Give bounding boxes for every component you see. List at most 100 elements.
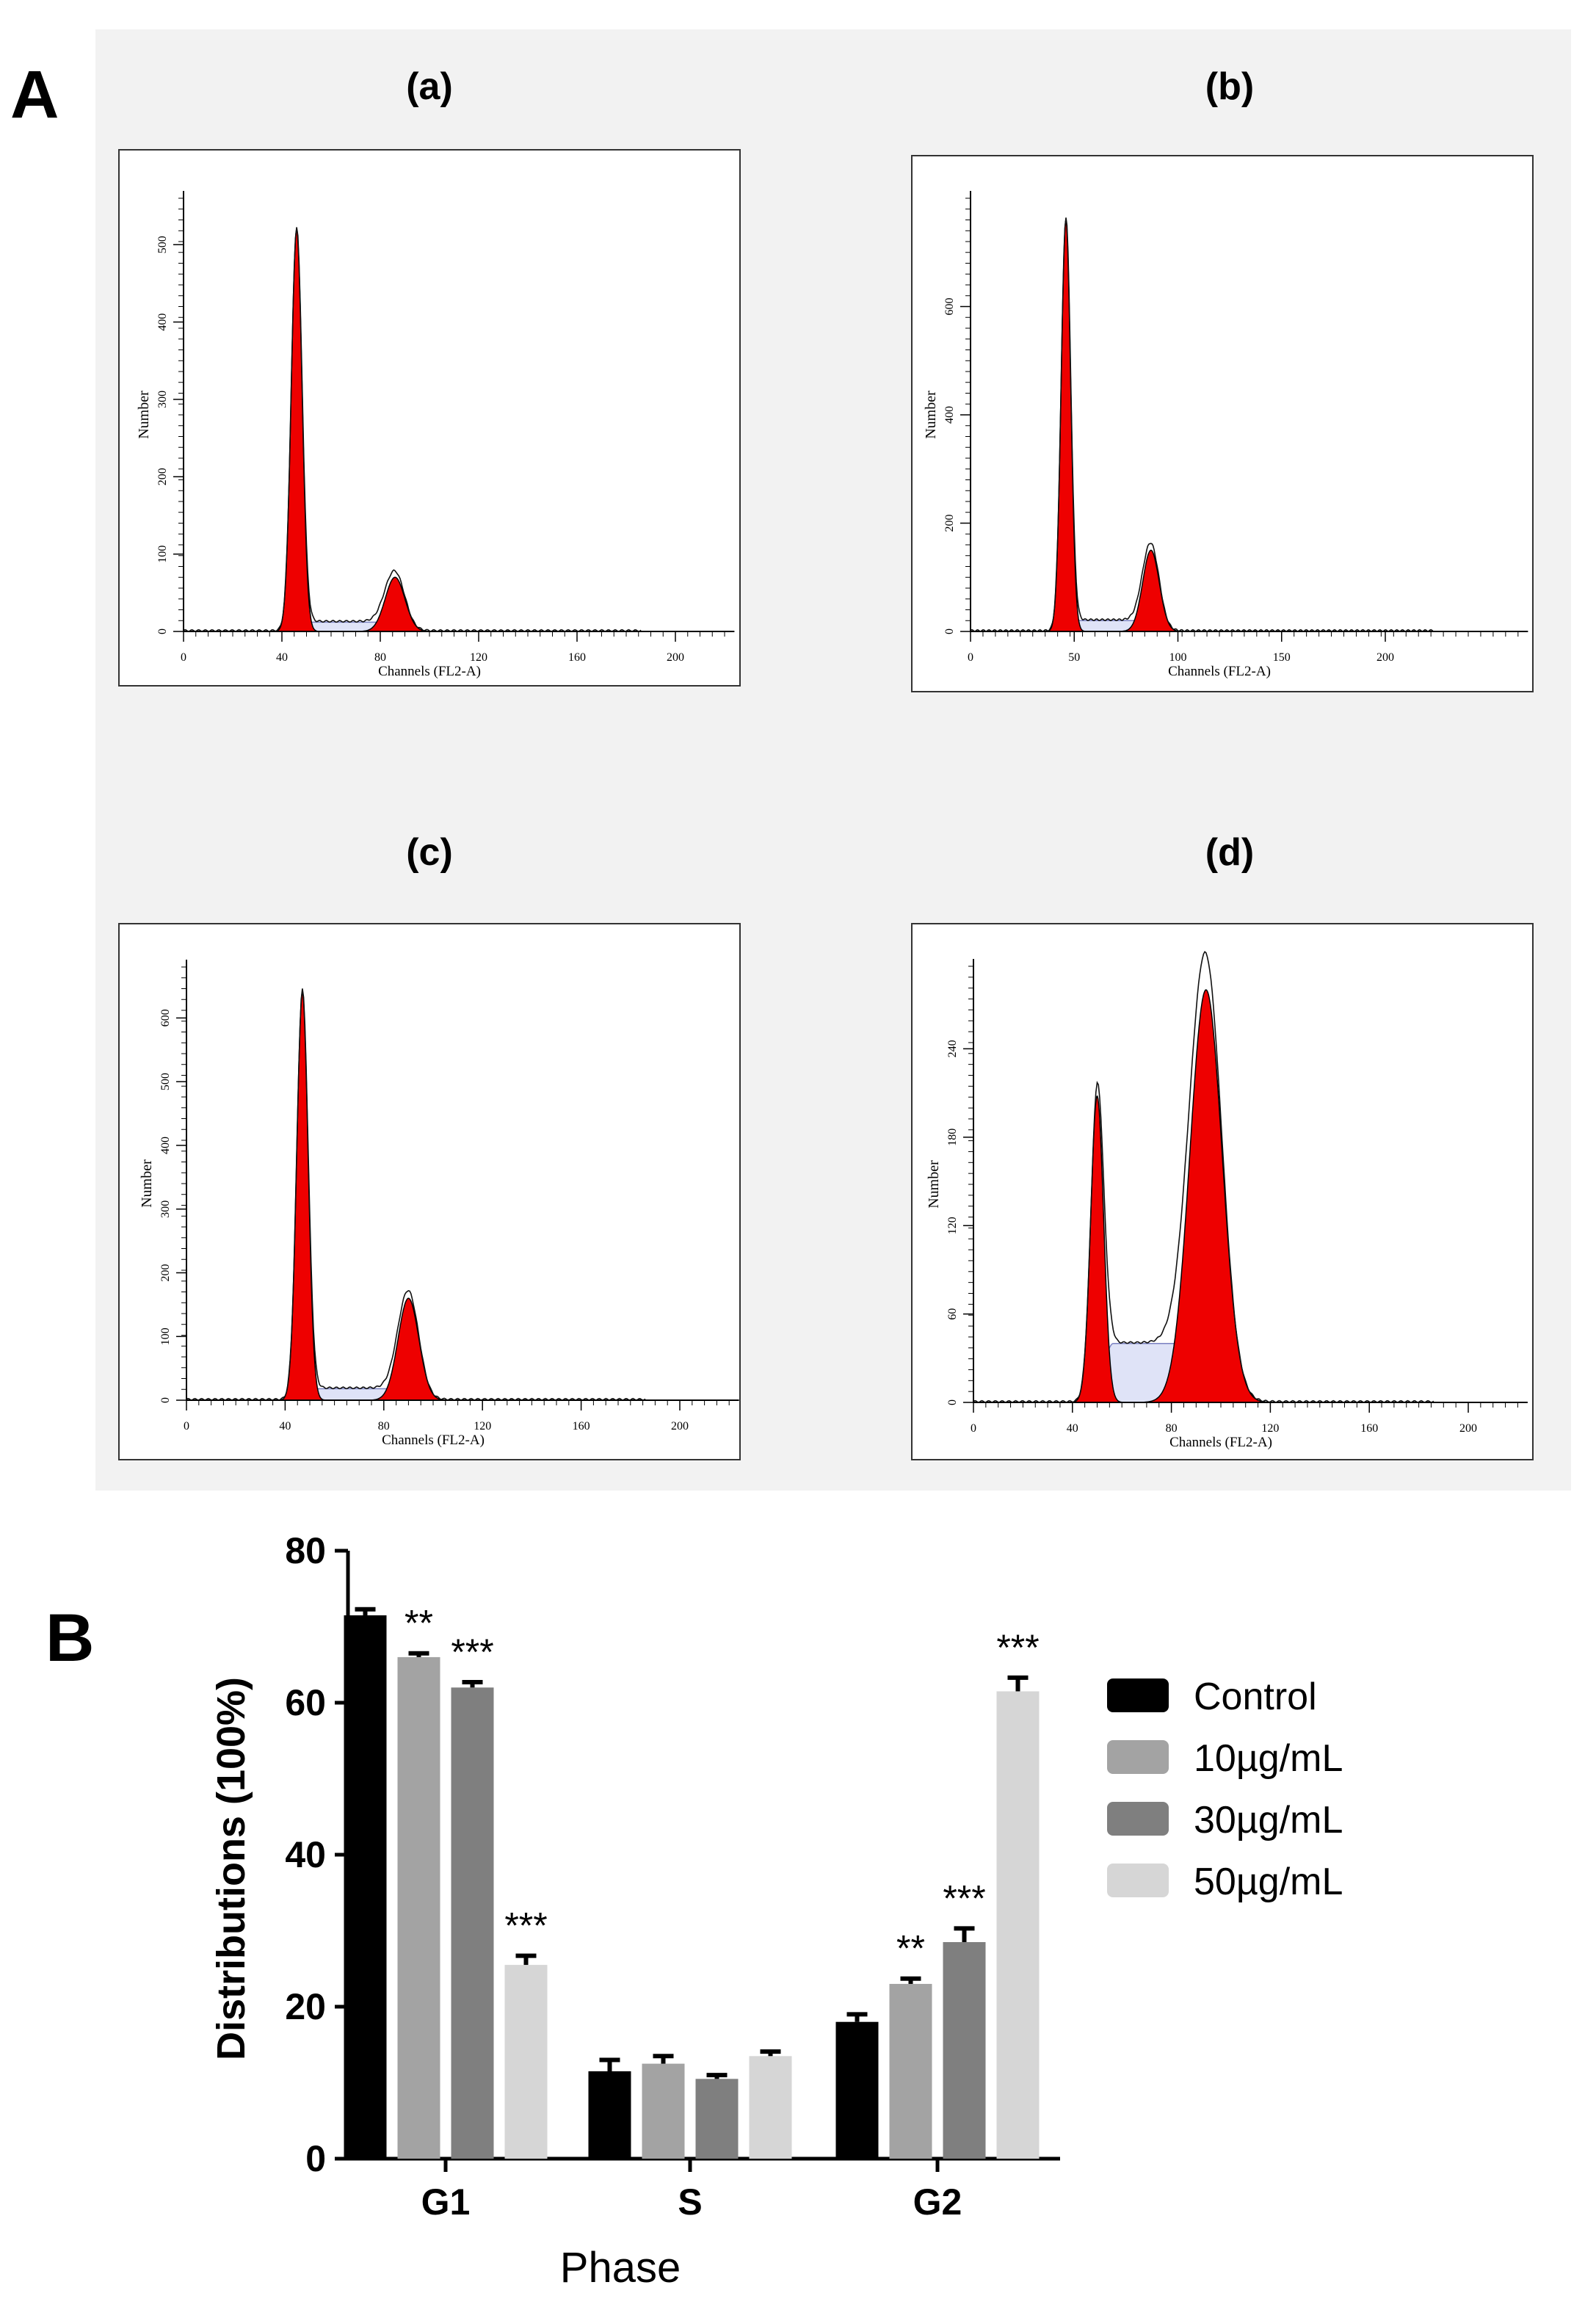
histogram-plot-c: (c) 0 40 80 120 160 200 0 100 200 300 400 500 600 Cha… xyxy=(119,831,740,1460)
y-tick-label: 60 xyxy=(285,1682,326,1723)
significance-label: *** xyxy=(451,1631,493,1673)
x-tick-label: 50 xyxy=(1068,651,1080,664)
y-axis-label: Number xyxy=(926,1160,942,1209)
bar-s-series-1 xyxy=(642,2064,685,2159)
y-tick-label: 40 xyxy=(285,1834,326,1875)
histogram-plot-d: (d) 0 40 80 120 160 200 0 60 120 180 240 Channels (… xyxy=(912,831,1533,1460)
x-tick-label: 80 xyxy=(1166,1422,1178,1435)
bar-s-series-0 xyxy=(589,2071,631,2159)
bar-s-series-3 xyxy=(750,2056,792,2159)
x-tick-label: 0 xyxy=(971,1422,976,1435)
bar-g2-series-3 xyxy=(997,1691,1040,2159)
y-tick-label: 0 xyxy=(156,629,169,634)
x-tick-label: 100 xyxy=(1169,651,1187,664)
x-tick-label: 40 xyxy=(276,651,288,664)
legend-label: Control xyxy=(1194,1676,1317,1718)
x-tick-label: S xyxy=(678,2181,702,2223)
y-axis-label: Distributions (100%) xyxy=(209,1677,253,2060)
y-tick-label: 120 xyxy=(946,1217,959,1234)
significance-label: *** xyxy=(943,1877,985,1919)
plot-frame xyxy=(119,150,740,686)
legend-label: 10µg/mL xyxy=(1194,1737,1343,1780)
bar-g2-series-0 xyxy=(836,2022,879,2159)
x-tick-label: 150 xyxy=(1273,651,1291,664)
legend-label: 50µg/mL xyxy=(1194,1861,1343,1903)
significance-label: *** xyxy=(504,1905,547,1946)
y-tick-label: 100 xyxy=(156,546,169,563)
legend: Control 10µg/mL 30µg/mL 50µg/mL xyxy=(1107,1676,1343,1903)
x-axis-label: Channels (FL2-A) xyxy=(1169,1435,1272,1450)
y-tick-label: 300 xyxy=(159,1200,172,1218)
y-tick-label: 20 xyxy=(285,1986,326,2027)
y-axis-label: Number xyxy=(923,391,939,439)
y-tick-label: 180 xyxy=(946,1129,959,1146)
x-tick-label: 160 xyxy=(568,651,586,664)
plot-title: (d) xyxy=(1205,831,1254,874)
legend-swatch xyxy=(1107,1740,1169,1774)
x-tick-label: 80 xyxy=(378,1420,390,1433)
x-tick-label: 80 xyxy=(374,651,386,664)
x-tick-label: 160 xyxy=(1360,1422,1378,1435)
x-tick-label: 200 xyxy=(1376,651,1394,664)
bar-g1-series-2 xyxy=(451,1687,494,2159)
histogram-plot-a: (a) 0 40 80 120 160 200 0 100 200 300 400 500 Channe… xyxy=(119,65,740,686)
y-tick-label: 600 xyxy=(943,298,956,316)
x-tick-label: G1 xyxy=(421,2181,471,2223)
x-tick-label: 0 xyxy=(181,651,186,664)
legend-swatch xyxy=(1107,1864,1169,1897)
plot-title: (c) xyxy=(406,831,453,874)
plot-title: (b) xyxy=(1205,65,1254,108)
x-axis-label: Phase xyxy=(560,2244,681,2292)
legend-swatch xyxy=(1107,1678,1169,1712)
plot-title: (a) xyxy=(406,65,453,108)
y-tick-label: 60 xyxy=(946,1308,959,1320)
significance-label: *** xyxy=(996,1627,1039,1668)
y-tick-label: 0 xyxy=(946,1399,959,1405)
bar-g2-series-2 xyxy=(943,1942,986,2159)
x-tick-label: 120 xyxy=(470,651,487,664)
y-axis-label: Number xyxy=(139,1159,155,1208)
y-tick-label: 200 xyxy=(159,1264,172,1281)
significance-label: ** xyxy=(896,1928,925,1969)
y-tick-label: 80 xyxy=(285,1530,326,1571)
plot-frame xyxy=(912,156,1533,692)
x-tick-label: 0 xyxy=(968,651,973,664)
x-tick-label: G2 xyxy=(913,2181,962,2223)
y-tick-label: 400 xyxy=(159,1137,172,1154)
legend-label: 30µg/mL xyxy=(1194,1799,1343,1841)
x-tick-label: 200 xyxy=(671,1420,689,1433)
significance-label: ** xyxy=(405,1603,433,1644)
y-tick-label: 500 xyxy=(159,1073,172,1090)
x-tick-label: 0 xyxy=(184,1420,189,1433)
y-tick-label: 400 xyxy=(943,406,956,424)
y-tick-label: 0 xyxy=(305,2138,326,2179)
x-axis-label: Channels (FL2-A) xyxy=(378,664,481,679)
x-tick-label: 160 xyxy=(573,1420,590,1433)
bar-g1-series-1 xyxy=(398,1657,440,2159)
x-tick-label: 40 xyxy=(279,1420,291,1433)
x-axis-label: Channels (FL2-A) xyxy=(1168,664,1271,679)
bar-g1-series-3 xyxy=(505,1965,548,2159)
x-tick-label: 120 xyxy=(474,1420,491,1433)
legend-swatch xyxy=(1107,1802,1169,1836)
panel-a-label: A xyxy=(10,57,59,132)
histogram-plot-b: (b) 0 50 100 150 200 0 200 400 600 Channels (FL2-… xyxy=(912,65,1533,692)
x-axis-label: Channels (FL2-A) xyxy=(382,1433,485,1448)
y-tick-label: 500 xyxy=(156,236,169,253)
x-tick-label: 120 xyxy=(1261,1422,1279,1435)
y-tick-label: 400 xyxy=(156,314,169,331)
y-tick-label: 200 xyxy=(156,468,169,485)
y-tick-label: 240 xyxy=(946,1040,959,1057)
bar-g1-series-0 xyxy=(344,1615,387,2159)
x-tick-label: 200 xyxy=(1459,1422,1477,1435)
y-tick-label: 0 xyxy=(159,1397,172,1403)
y-tick-label: 300 xyxy=(156,391,169,408)
y-tick-label: 600 xyxy=(159,1009,172,1026)
plot-frame xyxy=(119,924,740,1460)
y-axis-label: Number xyxy=(136,391,152,439)
x-tick-label: 40 xyxy=(1067,1422,1078,1435)
y-tick-label: 100 xyxy=(159,1328,172,1345)
bar-s-series-2 xyxy=(696,2079,739,2159)
y-tick-label: 0 xyxy=(943,629,956,634)
